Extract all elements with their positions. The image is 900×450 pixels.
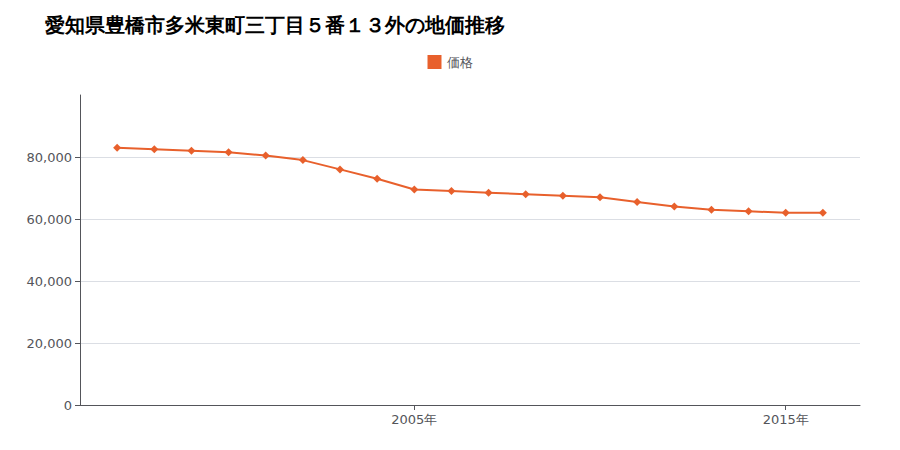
svg-text:60,000: 60,000 <box>27 212 73 227</box>
svg-text:2005年: 2005年 <box>391 412 437 427</box>
svg-text:20,000: 20,000 <box>27 336 73 351</box>
svg-text:2015年: 2015年 <box>763 412 809 427</box>
svg-text:愛知県豊橋市多米東町三丁目５番１３外の地価推移: 愛知県豊橋市多米東町三丁目５番１３外の地価推移 <box>45 13 505 37</box>
svg-text:価格: 価格 <box>447 55 473 70</box>
svg-text:0: 0 <box>64 398 72 413</box>
svg-text:40,000: 40,000 <box>27 274 73 289</box>
svg-text:80,000: 80,000 <box>27 150 73 165</box>
